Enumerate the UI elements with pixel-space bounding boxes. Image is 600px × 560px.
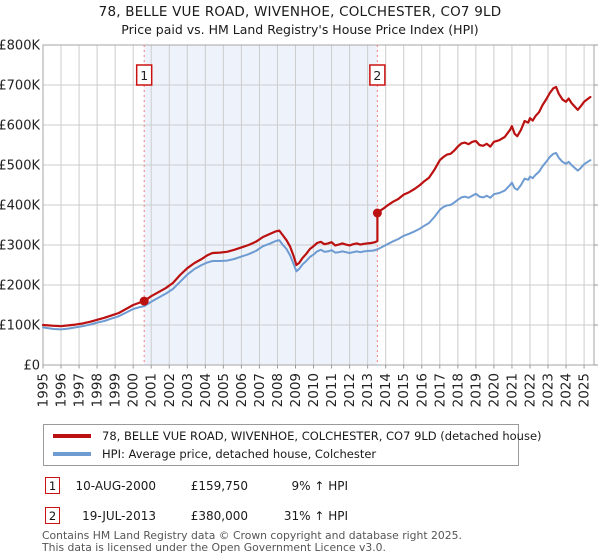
legend-swatch-hpi-line [53,452,91,456]
x-axis-label: 2020 [486,373,502,407]
legend-label-hpi: HPI: Average price, detached house, Colc… [102,447,377,461]
transaction-row-2: 2 19-JUL-2013 £380,000 31% ↑ HPI [45,507,348,524]
sale-marker-box [135,64,153,86]
x-axis-label: 2000 [126,373,142,407]
x-axis-label: 2013 [360,373,376,407]
sale-marker-label: 1 [140,68,148,83]
x-axis-label: 2007 [252,373,268,407]
sale-point-dot [139,296,149,306]
x-axis-label: 2004 [198,373,214,407]
y-axis-label: £700K [0,79,40,94]
x-axis-label: 2016 [414,373,430,407]
y-axis-label: £0 [23,359,40,374]
property-price-line [41,85,592,328]
x-axis-label: 2024 [559,373,575,407]
footer-line-1: Contains HM Land Registry data © Crown c… [42,529,462,542]
chart-legend: 78, BELLE VUE ROAD, WIVENHOE, COLCHESTER… [43,424,542,466]
x-axis-label: 2006 [234,373,250,407]
x-axis-label: 2003 [180,373,196,407]
x-axis-label: 2002 [162,373,178,407]
x-axis-label: 2001 [144,373,160,407]
y-axis-label: £200K [0,279,40,294]
x-axis-label: 2021 [504,373,520,407]
y-axis-label: £400K [0,199,40,214]
x-axis-label: 2008 [270,373,286,407]
transaction-2-marker: 2 [45,507,60,524]
price-history-chart: 1 2 £0 £100K £200K £300K £400K £500K £600K £700K £… [0,39,598,407]
transaction-1-price: £159,750 [190,478,248,493]
transaction-2-price: £380,000 [190,508,248,523]
x-axis-label: 2014 [378,373,394,407]
sale-marker-box [369,64,386,86]
page-subtitle: Price paid vs. HM Land Registry's House … [121,22,479,37]
x-axis-label: 2015 [396,373,412,407]
legend-label-property: 78, BELLE VUE ROAD, WIVENHOE, COLCHESTER… [102,429,542,443]
x-axis-label: 2018 [450,373,466,407]
transaction-1-date: 10-AUG-2000 [75,478,157,493]
legend-item-hpi: HPI: Average price, detached house, Colc… [44,447,518,461]
transaction-2-hpi-change: 31% ↑ HPI [283,508,348,523]
page-title: 78, BELLE VUE ROAD, WIVENHOE, COLCHESTER… [98,4,502,20]
y-axis-label: £800K [0,39,40,54]
y-axis-label: £300K [0,239,40,254]
x-axis-label: 1999 [108,373,124,407]
x-axis-label: 2025 [577,373,593,407]
x-axis-label: 2009 [288,373,304,407]
footer-line-2: This data is licensed under the Open Gov… [42,540,386,554]
y-axis-label: £100K [0,319,40,334]
x-axis-label: 2023 [541,373,557,407]
transaction-1-marker: 1 [45,477,60,494]
x-axis-label: 2010 [306,373,322,407]
sale-point-dot [372,208,382,218]
license-footer: Contains HM Land Registry data © Crown c… [42,530,462,553]
x-axis-label: 1997 [72,373,88,407]
x-axis-label: 1996 [54,373,70,407]
sale-marker-label: 2 [373,68,381,83]
x-axis-label: 2012 [342,373,358,407]
transaction-row-1: 1 10-AUG-2000 £159,750 9% ↑ HPI [45,477,348,494]
x-axis-label: 2005 [216,373,232,407]
hpi-average-line [42,152,592,331]
transaction-1-hpi-change: 9% ↑ HPI [291,478,348,493]
x-axis-label: 1995 [36,373,52,407]
legend-swatch-property-line [53,434,91,438]
x-axis-label: 2011 [324,373,340,407]
x-axis-label: 2022 [522,373,538,407]
x-axis-label: 2017 [432,373,448,407]
x-axis-label: 2019 [468,373,484,407]
y-axis-label: £600K [0,119,40,134]
transaction-2-date: 19-JUL-2013 [82,508,156,523]
y-axis-label: £500K [0,159,40,174]
x-axis-label: 1998 [90,373,106,407]
legend-item-property: 78, BELLE VUE ROAD, WIVENHOE, COLCHESTER… [44,429,542,443]
